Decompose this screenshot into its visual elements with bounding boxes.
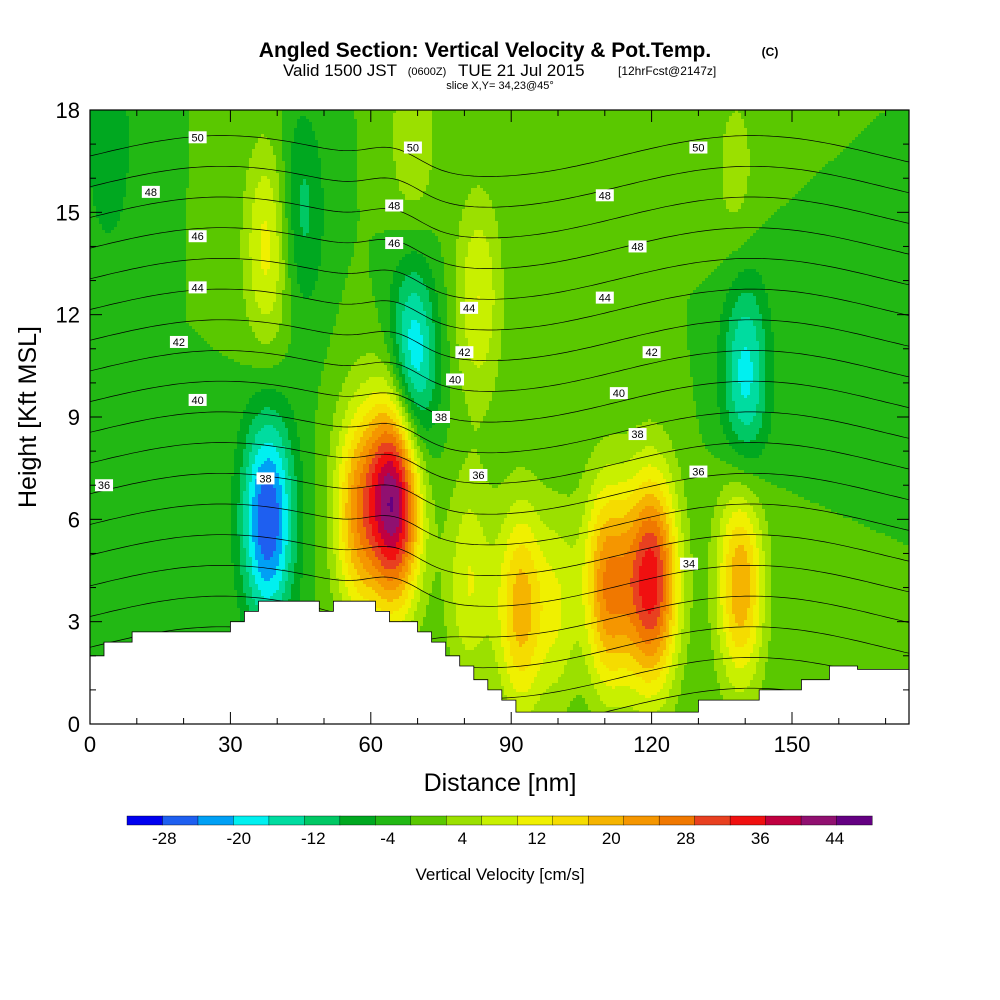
cross-section-chart: Angled Section: Vertical Velocity & Pot.… [0, 0, 1000, 1000]
valid-date: TUE 21 Jul 2015 [458, 61, 585, 80]
slice-info: slice X,Y= 34,23@45° [446, 80, 554, 92]
valid-time-zulu: (0600Z) [408, 66, 447, 78]
forecast-info: [12hrFcst@2147z] [618, 64, 716, 78]
copyright-mark: (C) [762, 45, 779, 59]
valid-time-prefix: Valid 1500 JST [283, 61, 397, 80]
chart-title: Angled Section: Vertical Velocity & Pot.… [259, 39, 711, 62]
plot-area: 5048464442403638504846444240383650484844… [90, 110, 910, 828]
